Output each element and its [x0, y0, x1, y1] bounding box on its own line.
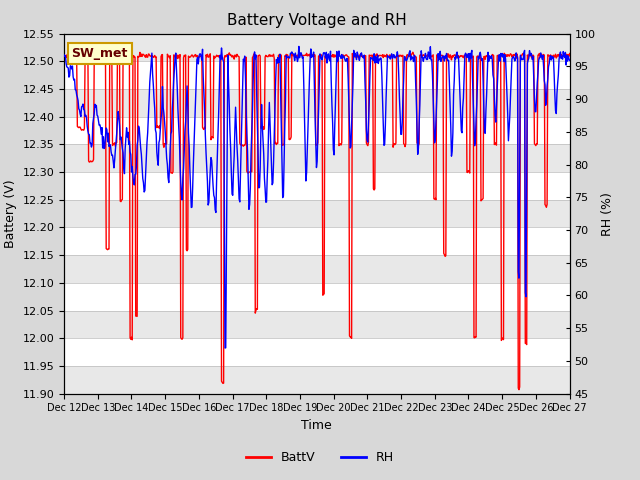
X-axis label: Time: Time — [301, 419, 332, 432]
Bar — [64, 200, 570, 228]
Bar — [64, 255, 570, 283]
Title: Battery Voltage and RH: Battery Voltage and RH — [227, 13, 406, 28]
Bar — [64, 366, 570, 394]
Y-axis label: Battery (V): Battery (V) — [4, 180, 17, 248]
Bar — [64, 89, 570, 117]
Bar — [64, 144, 570, 172]
Bar — [64, 34, 570, 61]
Y-axis label: RH (%): RH (%) — [601, 192, 614, 236]
Text: SW_met: SW_met — [72, 47, 128, 60]
Bar — [64, 311, 570, 338]
Legend: BattV, RH: BattV, RH — [241, 446, 399, 469]
